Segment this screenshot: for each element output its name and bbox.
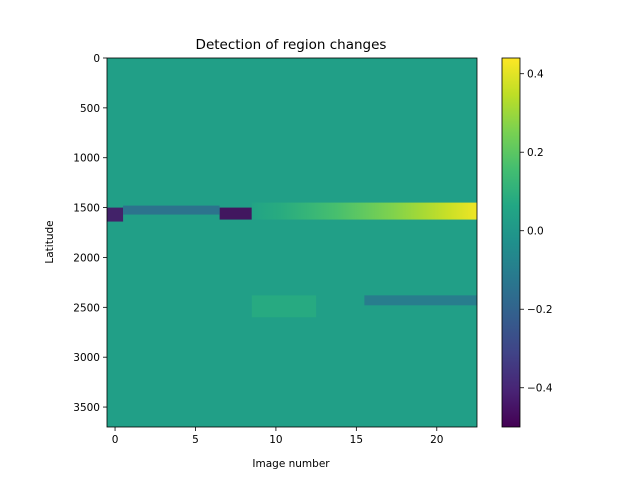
x-axis-label: Image number [252,458,330,470]
heatmap-feature-blue-band [123,205,220,215]
x-tick-label: 0 [112,434,119,446]
x-tick-label: 15 [350,434,363,446]
colorbar-gradient [501,57,521,428]
y-axis: 0 500 1000 1500 2000 2500 3000 3500 [73,53,107,414]
heatmap-feature-bright-band-ramp [251,202,477,220]
y-tick-label: 2000 [73,252,100,264]
y-tick-label: 500 [80,103,100,115]
y-tick-label: 3000 [73,352,100,364]
x-axis: 0 5 10 15 20 [112,427,443,446]
x-tick-label: 10 [269,434,282,446]
y-axis-label: Latitude [44,220,56,263]
colorbar-tick-label: −0.2 [527,304,553,316]
colorbar-tick-label: 0.0 [527,226,544,238]
heatmap-background [107,58,477,427]
heatmap-plot [106,57,478,428]
x-tick-label: 20 [430,434,443,446]
x-tick-label: 5 [192,434,199,446]
heatmap-feature-dark-band-left [107,207,124,222]
y-tick-label: 2500 [73,302,100,314]
chart-title: Detection of region changes [196,37,387,53]
colorbar: 0.4 0.2 0.0 −0.2 −0.4 [501,57,553,428]
heatmap-feature-green-patch [251,295,317,318]
y-tick-label: 3500 [73,402,100,414]
heatmap-feature-lower-blue-streak [364,295,477,306]
y-tick-label: 1500 [73,203,100,215]
y-tick-label: 0 [93,53,100,65]
heatmap-feature-dark-blob [219,207,252,220]
colorbar-tick-label: 0.4 [527,69,544,81]
colorbar-tick-label: −0.4 [527,383,553,395]
plot-frame [106,57,478,428]
y-tick-label: 1000 [73,153,100,165]
colorbar-tick-label: 0.2 [527,147,544,159]
